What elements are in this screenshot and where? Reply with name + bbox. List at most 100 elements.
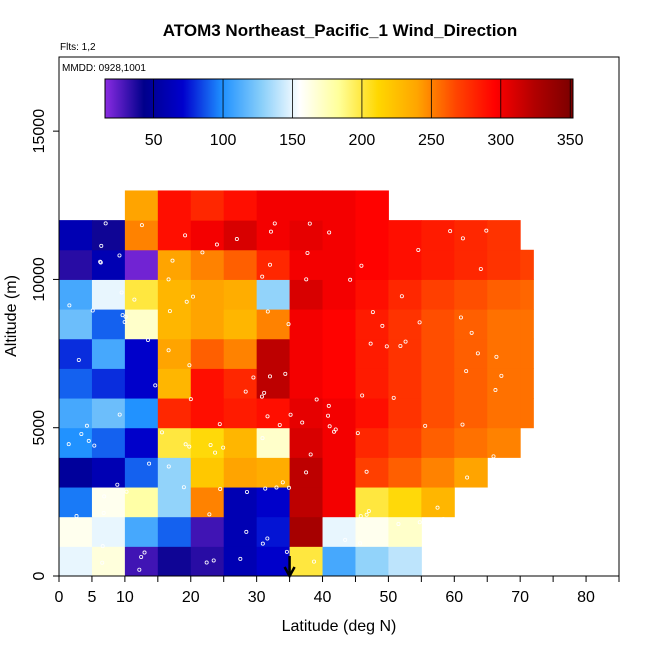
track-point [92, 443, 97, 448]
colorbar-frame [104, 78, 574, 119]
heatmap-cell [256, 368, 291, 399]
track-point [478, 266, 483, 271]
heatmap-cell [190, 487, 225, 518]
track-point [391, 395, 396, 400]
heatmap-cell [322, 516, 356, 547]
track-point [244, 489, 249, 494]
heatmap-cell [157, 279, 192, 310]
track-point [441, 517, 446, 522]
track-point [100, 544, 105, 549]
colorbar-fill [105, 79, 573, 118]
track-point [366, 509, 371, 514]
colorbar-tick-label: 250 [418, 132, 445, 149]
heatmap-cell [421, 398, 455, 429]
track-point [103, 221, 108, 226]
heatmap-cell [520, 309, 534, 340]
track-point [448, 229, 453, 234]
track-point [307, 221, 312, 226]
heatmap-cell [190, 368, 225, 399]
track-point [115, 482, 120, 487]
heatmap-cell [454, 279, 488, 310]
heatmap-cell [322, 487, 356, 518]
track-point [493, 388, 498, 393]
heatmap-cell [322, 427, 356, 458]
heatmap-cell [157, 190, 192, 221]
heatmap-cell [487, 368, 521, 399]
heatmap-cell [256, 487, 291, 518]
track-point [417, 520, 422, 525]
heatmap-cell [256, 546, 291, 577]
track-point [101, 510, 106, 515]
heatmap-cell [289, 487, 324, 518]
x-tick-label: 5 [87, 589, 96, 606]
heatmap-cell [487, 220, 521, 251]
marker-head [283, 566, 296, 579]
heatmap-cell [355, 516, 389, 547]
heatmap-cell [289, 398, 324, 429]
track-point [100, 560, 105, 565]
track-point [122, 319, 127, 324]
heatmap-cell [223, 368, 258, 399]
y-axis-label: Altitude (m) [3, 275, 20, 357]
heatmap-cell [289, 338, 324, 369]
heatmap-cell [256, 190, 291, 221]
track-point [444, 557, 449, 562]
dates-label: MMDD: 0928,1001 [62, 63, 146, 74]
track-point [396, 521, 401, 526]
x-tick-label: 20 [182, 589, 200, 606]
heatmap-cell [289, 220, 324, 251]
track-point [119, 290, 124, 295]
track-point [360, 393, 365, 398]
colorbar-tick-label: 50 [145, 132, 163, 149]
track-point [120, 313, 125, 318]
heatmap-cell [124, 220, 159, 251]
colorbar-tick-label: 350 [557, 132, 584, 149]
track-point [86, 438, 91, 443]
y-tick-label: 10000 [31, 257, 48, 302]
heatmap-cell [124, 279, 159, 310]
track-point [207, 512, 212, 517]
track-point [464, 369, 469, 374]
track-point [139, 223, 144, 228]
track-point [358, 541, 363, 546]
heatmap-cell [91, 546, 126, 577]
track-point [260, 541, 265, 546]
track-point [267, 374, 272, 379]
heatmap-cell [421, 427, 455, 458]
track-point [217, 422, 222, 427]
track-point [132, 297, 137, 302]
track-point [348, 277, 353, 282]
heatmap-cell [388, 279, 422, 310]
chart-title: ATOM3 Northeast_Pacific_1 Wind_Direction [163, 21, 517, 40]
heatmap-cell [91, 487, 126, 518]
heatmap-cell [355, 487, 389, 518]
heatmap-cell [322, 368, 356, 399]
heatmap-cell [454, 398, 488, 429]
y-tick-label: 5000 [31, 410, 48, 446]
colorbar-tick-label: 150 [279, 132, 306, 149]
heatmap-cell [388, 249, 422, 280]
x-tick-label: 10 [116, 589, 134, 606]
track-point [251, 375, 256, 380]
heatmap-cell [289, 457, 324, 488]
heatmap-cell [322, 190, 356, 221]
heatmap-cell [256, 220, 291, 251]
heatmap-cell [223, 546, 258, 577]
x-tick-label: 30 [248, 589, 266, 606]
track-point [277, 422, 282, 427]
track-point [327, 230, 332, 235]
track-point [84, 423, 89, 428]
heatmap-cell [421, 338, 455, 369]
heatmap-cell [421, 368, 455, 399]
heatmap-cell [520, 398, 534, 429]
heatmap-cell [454, 427, 488, 458]
track-point [284, 549, 289, 554]
heatmap-cell [124, 309, 159, 340]
heatmap-cell [190, 249, 225, 280]
track-point [491, 501, 496, 506]
heatmap-cell [124, 516, 159, 547]
track-point [332, 429, 337, 434]
heatmap-cell [190, 398, 225, 429]
heatmap-cell [190, 279, 225, 310]
